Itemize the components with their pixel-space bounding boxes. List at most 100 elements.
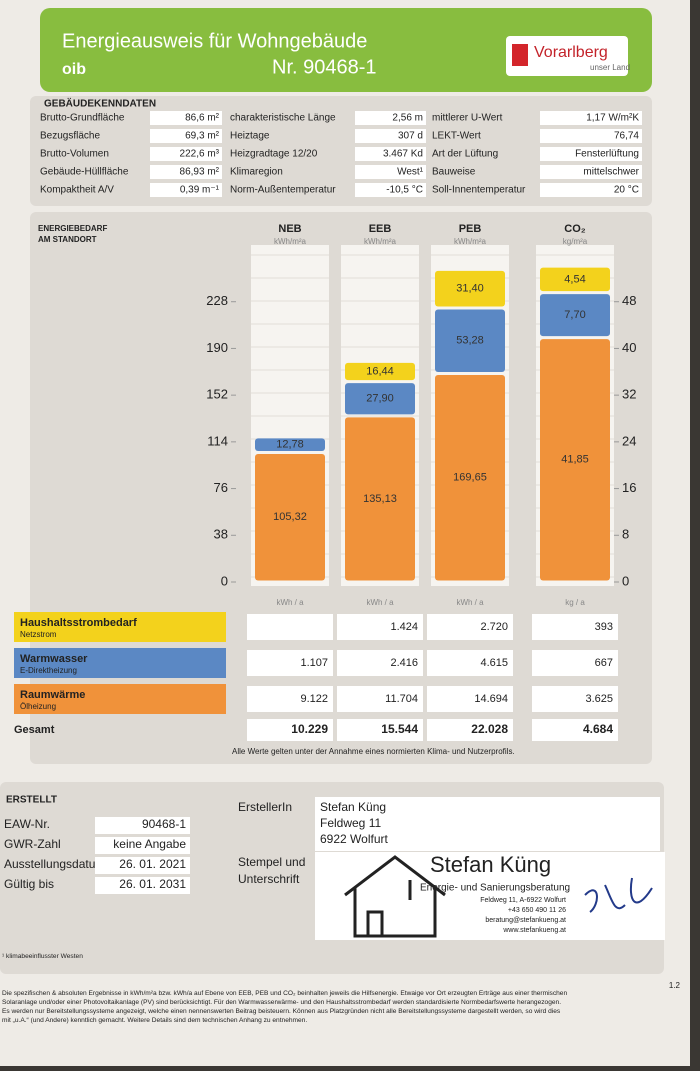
y2-tick-label: 32 [622, 387, 636, 402]
field-value: Fensterlüftung [575, 149, 639, 160]
table-value: 2.720 [480, 621, 508, 633]
data-label: 12,78 [276, 439, 304, 451]
region-tagline: unser Land [590, 63, 630, 72]
total-value: 4.684 [583, 722, 613, 736]
y-tick-label: 152 [206, 387, 228, 402]
legend-name: Raumwärme [20, 689, 85, 701]
field-value: 3.467 Kd [383, 149, 423, 160]
value-box [95, 817, 190, 834]
field-value: 86,93 m² [180, 167, 220, 178]
bar-segment [345, 362, 415, 381]
legend-carrier: Netzstrom [20, 630, 57, 639]
stamp-box [315, 852, 665, 940]
field-value: mittelschwer [583, 167, 639, 178]
column-unit: kWh/m²a [454, 237, 487, 246]
table-cell [532, 686, 618, 712]
y2-tick-label: 24 [622, 433, 636, 448]
creator-line: Stefan Küng [320, 800, 386, 814]
data-label: 169,65 [453, 472, 487, 484]
value-box [540, 183, 642, 197]
table-cell [427, 719, 513, 741]
value-box [540, 165, 642, 179]
field-label: Brutto-Grundfläche [40, 113, 125, 124]
stamp-name: Stefan Küng [430, 852, 551, 877]
table-value: 11.704 [385, 693, 418, 705]
value-box [150, 165, 222, 179]
field-value: 26. 01. 2031 [119, 877, 186, 891]
page-number: 1.2 [669, 981, 681, 990]
field-value: 90468-1 [142, 817, 186, 831]
bar-segment [435, 309, 505, 372]
field-label: Bezugsfläche [40, 131, 100, 142]
total-value: 10.229 [291, 722, 328, 736]
table-cell [337, 719, 423, 741]
column-header: PEB [459, 223, 482, 235]
column-unit: kWh/m²a [274, 237, 307, 246]
value-box [355, 183, 426, 197]
section-title: ERSTELLT [6, 795, 57, 806]
field-value: 222,6 m³ [180, 149, 220, 160]
y-tick-label: 38 [214, 527, 228, 542]
field-label: Bauweise [432, 167, 476, 178]
legend-box [14, 684, 226, 714]
column-unit: kg / a [565, 598, 585, 607]
stamp-line: beratung@stefankueng.at [485, 917, 566, 924]
data-label: 135,13 [363, 493, 397, 505]
column-unit: kWh / a [366, 598, 394, 607]
footnote: Die spezifischen & absoluten Ergebnisse … [2, 990, 567, 997]
stamp-line: Feldweg 11, A-6922 Wolfurt [480, 897, 566, 904]
field-value: 20 °C [614, 185, 639, 196]
field-value: 76,74 [614, 131, 639, 142]
header-title: Energieausweis für Wohngebäude [62, 30, 367, 52]
bar-segment [540, 294, 610, 337]
creator-label: ErstellerIn [238, 800, 292, 814]
legend-carrier: Ölheizung [20, 702, 56, 711]
bar-segment [255, 438, 325, 452]
bar-segment [345, 383, 415, 415]
value-box [355, 129, 426, 143]
field-label: Ausstellungsdatum [4, 857, 105, 871]
value-box [95, 857, 190, 874]
column-unit: kWh / a [456, 598, 484, 607]
table-value: 9.122 [300, 693, 328, 705]
footnote: ¹ klimabeeinflusster Westen [2, 953, 83, 960]
y2-tick-label: 16 [622, 480, 636, 495]
field-value: keine Angabe [113, 837, 186, 851]
y2-tick-label: 8 [622, 527, 629, 542]
creator-line: 6922 Wolfurt [320, 832, 388, 846]
column-header: NEB [278, 223, 301, 235]
stamp-subtitle: Energie- und Sanierungsberatung [420, 883, 570, 894]
table-cell [337, 686, 423, 712]
footnote: Solaranlage und/oder einer Photovoltaika… [2, 999, 561, 1006]
table-value: 1.107 [300, 657, 328, 669]
table-value: 4.615 [480, 657, 508, 669]
table-cell [427, 614, 513, 640]
y-tick-label: 228 [206, 293, 228, 308]
bar-segment [540, 267, 610, 292]
table-value: 14.694 [474, 693, 508, 705]
data-label: 53,28 [456, 335, 484, 347]
value-box [355, 165, 426, 179]
field-label: EAW-Nr. [4, 817, 50, 831]
header-number: Nr. 90468-1 [272, 56, 377, 78]
value-box [150, 111, 222, 125]
field-value: -10,5 °C [386, 185, 423, 196]
y2-tick-label: 48 [622, 293, 636, 308]
region-crest [512, 44, 528, 66]
table-cell [247, 719, 333, 741]
table-cell [247, 686, 333, 712]
field-value: 0,39 m⁻¹ [180, 185, 220, 196]
bar-segment [540, 339, 610, 581]
table-cell [337, 614, 423, 640]
field-value: 86,6 m² [185, 113, 220, 124]
field-value: West¹ [397, 167, 424, 178]
data-label: 7,70 [564, 309, 585, 321]
data-label: 16,44 [366, 365, 394, 377]
header-band [40, 8, 652, 92]
field-label: Kompaktheit A/V [40, 185, 114, 196]
legend-box [14, 648, 226, 678]
y2-tick-label: 40 [622, 340, 636, 355]
field-label: GWR-Zahl [4, 837, 61, 851]
column-unit: kWh/m²a [364, 237, 397, 246]
